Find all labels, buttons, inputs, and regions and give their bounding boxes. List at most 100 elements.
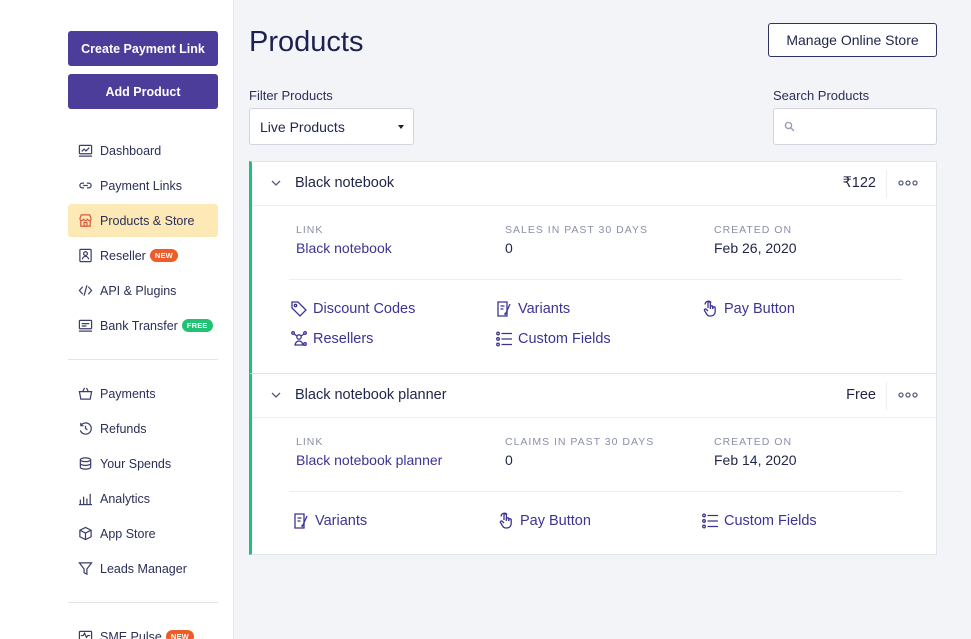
sidebar-item-reseller[interactable]: Reseller NEW: [68, 239, 218, 272]
chevron-down-icon[interactable]: [270, 177, 282, 189]
product-name: Black notebook planner: [295, 387, 447, 403]
sidebar-item-api-plugins[interactable]: API & Plugins: [68, 274, 218, 307]
caret-down-icon: [398, 125, 404, 129]
created-label: CREATED ON: [714, 224, 793, 236]
basket-icon: [76, 385, 94, 403]
sidebar-item-label: Refunds: [100, 421, 147, 436]
product-card: Black notebook ₹122 LINK Black notebook …: [249, 161, 937, 374]
variants-action[interactable]: Variants: [292, 512, 367, 530]
list-icon: [496, 331, 512, 347]
sidebar-item-bank-transfer[interactable]: Bank Transfer FREE: [68, 309, 218, 342]
bank-icon: [76, 317, 94, 335]
sidebar-item-analytics[interactable]: Analytics: [68, 482, 218, 515]
sidebar-item-label: Leads Manager: [100, 561, 187, 576]
store-icon: [76, 212, 94, 230]
sidebar-item-sme-pulse[interactable]: SME Pulse NEW: [68, 620, 218, 639]
sales-value: 0: [505, 240, 513, 256]
funnel-icon: [76, 560, 94, 578]
header-separator: [886, 382, 887, 410]
claims-value: 0: [505, 452, 513, 468]
variants-icon: [497, 301, 511, 317]
product-link[interactable]: Black notebook: [296, 240, 392, 256]
sidebar-item-label: Analytics: [100, 491, 151, 506]
product-price: Free: [846, 387, 876, 403]
product-card-header[interactable]: Black notebook ₹122: [252, 162, 936, 206]
header-separator: [886, 170, 887, 198]
search-products-label: Search Products: [773, 88, 870, 103]
more-options-icon[interactable]: [898, 391, 918, 399]
sidebar-item-label: Your Spends: [100, 456, 172, 471]
link-label: LINK: [296, 436, 324, 448]
custom-fields-action[interactable]: Custom Fields: [495, 330, 611, 348]
card-divider: [289, 491, 902, 492]
create-payment-link-button[interactable]: Create Payment Link: [68, 31, 218, 66]
sidebar: Create Payment Link Add Product Dashboar…: [0, 0, 234, 639]
box-icon: [76, 525, 94, 543]
sidebar-divider: [68, 602, 218, 603]
new-badge: NEW: [149, 249, 178, 262]
add-product-button[interactable]: Add Product: [68, 74, 218, 109]
sidebar-item-label: API & Plugins: [100, 283, 177, 298]
sidebar-item-your-spends[interactable]: Your Spends: [68, 447, 218, 480]
variants-action[interactable]: Variants: [495, 300, 570, 318]
sidebar-item-leads-manager[interactable]: Leads Manager: [68, 552, 218, 585]
sidebar-item-payments[interactable]: Payments: [68, 377, 218, 410]
product-link[interactable]: Black notebook planner: [296, 452, 443, 468]
list-icon: [702, 513, 718, 529]
card-divider: [289, 279, 902, 280]
dashboard-icon: [76, 142, 94, 160]
sidebar-divider: [68, 359, 218, 360]
sidebar-item-label: SME Pulse: [100, 629, 162, 639]
claims-label: CLAIMS IN PAST 30 DAYS: [505, 436, 655, 448]
coins-icon: [76, 455, 94, 473]
product-card-header[interactable]: Black notebook planner Free: [252, 374, 936, 418]
more-options-icon[interactable]: [898, 179, 918, 187]
pay-button-action[interactable]: Pay Button: [701, 300, 795, 318]
sales-label: SALES IN PAST 30 DAYS: [505, 224, 648, 236]
product-card: Black notebook planner Free LINK Black n…: [249, 373, 937, 555]
manage-online-store-button[interactable]: Manage Online Store: [768, 23, 937, 57]
sidebar-item-label: Reseller: [100, 248, 146, 263]
refund-icon: [76, 420, 94, 438]
sidebar-item-products-store[interactable]: Products & Store: [68, 204, 218, 237]
page-title: Products: [249, 26, 364, 58]
sidebar-item-label: App Store: [100, 526, 156, 541]
chevron-down-icon[interactable]: [270, 389, 282, 401]
link-icon: [76, 177, 94, 195]
filter-products-select[interactable]: Live Products: [249, 108, 414, 145]
filter-products-label: Filter Products: [249, 88, 333, 103]
search-input[interactable]: [801, 119, 921, 134]
link-label: LINK: [296, 224, 324, 236]
new-badge: NEW: [165, 630, 194, 639]
sidebar-item-dashboard[interactable]: Dashboard: [68, 134, 218, 167]
reseller-icon: [76, 247, 94, 265]
sidebar-item-label: Payment Links: [100, 178, 182, 193]
sidebar-item-payment-links[interactable]: Payment Links: [68, 169, 218, 202]
custom-fields-action[interactable]: Custom Fields: [701, 512, 817, 530]
pay-button-action[interactable]: Pay Button: [497, 512, 591, 530]
discount-codes-action[interactable]: Discount Codes: [290, 300, 415, 318]
created-value: Feb 26, 2020: [714, 240, 797, 256]
product-name: Black notebook: [295, 175, 395, 191]
resellers-action[interactable]: Resellers: [290, 330, 373, 348]
sidebar-item-label: Bank Transfer: [100, 318, 178, 333]
resellers-icon: [291, 331, 307, 346]
variants-icon: [294, 513, 308, 529]
pulse-icon: [76, 628, 94, 639]
search-icon: [784, 121, 795, 132]
search-products-field[interactable]: [773, 108, 937, 145]
tap-icon: [703, 300, 716, 317]
tap-icon: [499, 512, 512, 529]
code-icon: [76, 282, 94, 300]
sidebar-item-refunds[interactable]: Refunds: [68, 412, 218, 445]
sidebar-item-label: Dashboard: [100, 143, 162, 158]
created-label: CREATED ON: [714, 436, 793, 448]
sidebar-item-app-store[interactable]: App Store: [68, 517, 218, 550]
filter-products-value: Live Products: [260, 118, 345, 135]
sidebar-item-label: Products & Store: [100, 213, 195, 228]
created-value: Feb 14, 2020: [714, 452, 797, 468]
tag-icon: [291, 301, 307, 317]
analytics-icon: [76, 490, 94, 508]
free-badge: FREE: [181, 319, 213, 332]
sidebar-item-label: Payments: [100, 386, 156, 401]
